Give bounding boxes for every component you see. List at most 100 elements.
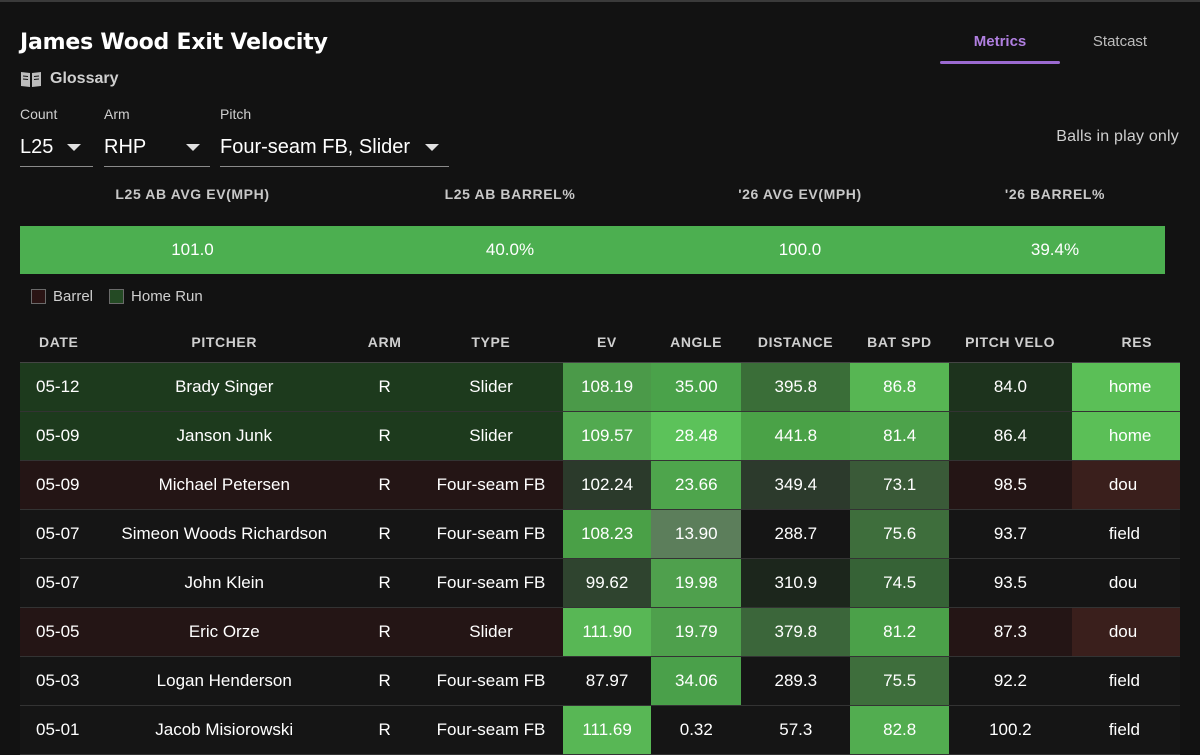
cell-ev: 111.69 (562, 706, 652, 754)
table-row[interactable]: 05-05 Eric Orze R Slider 111.90 19.79 379.8 81.… (20, 608, 1180, 657)
cell-ev: 108.19 (562, 363, 652, 411)
legend-swatch (31, 289, 46, 304)
table-row[interactable]: 05-07 Simeon Woods Richardson R Four-seam F… (20, 510, 1180, 559)
legend: Barrel Home Run (31, 288, 203, 305)
summary-value: 39.4% (1030, 240, 1080, 259)
column-header-ev[interactable]: EV (596, 334, 617, 350)
table-row[interactable]: 05-12 Brady Singer R Slider 108.19 35.00 395.8… (20, 363, 1180, 412)
table-row[interactable]: 05-03 Logan Henderson R Four-seam FB 87.97 34… (20, 657, 1180, 706)
count-value: L25 (20, 135, 54, 158)
column-header-bat-spd[interactable]: BAT SPD (867, 334, 932, 350)
cell-angle: 0.32 (651, 706, 742, 754)
cell-distance: 349.4 (741, 461, 851, 509)
cell-result: dou (1071, 608, 1180, 656)
column-header-result[interactable]: RES (1121, 334, 1153, 350)
book-icon (20, 70, 42, 88)
page-title: James Wood Exit Velocity (20, 30, 328, 55)
cell-result: dou (1071, 559, 1180, 607)
cell-bat-spd: 75.5 (850, 657, 949, 705)
cell-pitcher: Janson Junk (176, 426, 272, 445)
cell-type: Four-seam FB (436, 671, 546, 690)
count-filter: Count L25 (20, 106, 93, 167)
legend-label: Barrel (53, 288, 94, 305)
table-row[interactable]: 05-07 John Klein R Four-seam FB 99.62 19.98 31… (20, 559, 1180, 608)
cell-angle: 19.98 (651, 559, 742, 607)
cell-result: field (1071, 657, 1180, 705)
arm-filter-label: Arm (104, 106, 130, 122)
cell-arm: R (378, 475, 391, 494)
glossary-label: Glossary (50, 70, 119, 87)
cell-angle: 34.06 (651, 657, 742, 705)
cell-distance: 288.7 (741, 510, 851, 558)
pitch-filter-label: Pitch (220, 106, 252, 122)
cell-angle: 23.66 (651, 461, 742, 509)
pitch-value: Four-seam FB, Slider (220, 135, 411, 158)
summary-value: 100.0 (778, 240, 822, 259)
table-header: DATE PITCHER ARM TYPE EV ANGLE DISTANCE … (20, 322, 1180, 363)
cell-pitch-velo: 84.0 (948, 363, 1072, 411)
cell-pitch-velo: 86.4 (948, 412, 1072, 460)
table-row[interactable]: 05-09 Janson Junk R Slider 109.57 28.48 441.8 8… (20, 412, 1180, 461)
cell-arm: R (378, 671, 391, 690)
cell-ev: 109.57 (562, 412, 652, 460)
cell-bat-spd: 82.8 (850, 706, 949, 754)
cell-distance: 441.8 (741, 412, 851, 460)
cell-type: Slider (469, 377, 513, 396)
tab-statcast[interactable]: Statcast (1092, 33, 1148, 50)
cell-arm: R (378, 377, 391, 396)
cell-pitcher: John Klein (184, 573, 264, 592)
cell-ev: 87.97 (562, 657, 652, 705)
cell-result: field (1071, 706, 1180, 754)
glossary-link[interactable]: Glossary (20, 70, 118, 88)
cell-arm: R (378, 573, 391, 592)
summary-header: L25 AB AVG EV(MPH) (115, 186, 270, 202)
count-select[interactable]: L25 (20, 128, 93, 167)
column-header-date[interactable]: DATE (39, 334, 79, 350)
caret-down-icon (186, 143, 200, 151)
cell-distance: 289.3 (741, 657, 851, 705)
column-header-type[interactable]: TYPE (471, 334, 511, 350)
cell-pitch-velo: 98.5 (948, 461, 1072, 509)
summary-values-bar: 101.0 40.0% 100.0 39.4% (20, 226, 1165, 274)
table-body: 05-12 Brady Singer R Slider 108.19 35.00 395.8… (20, 363, 1180, 755)
cell-bat-spd: 81.2 (850, 608, 949, 656)
cell-ev: 102.24 (562, 461, 652, 509)
table-row[interactable]: 05-09 Michael Petersen R Four-seam FB 102.24… (20, 461, 1180, 510)
column-header-arm[interactable]: ARM (367, 334, 402, 350)
cell-ev: 108.23 (562, 510, 652, 558)
cell-pitcher: Jacob Misiorowski (155, 720, 294, 739)
cell-angle: 35.00 (651, 363, 742, 411)
cell-type: Slider (469, 426, 513, 445)
cell-date: 05-05 (36, 622, 80, 641)
cell-arm: R (378, 720, 391, 739)
summary-value: 101.0 (171, 240, 214, 259)
cell-distance: 395.8 (741, 363, 851, 411)
legend-item-barrel: Barrel (31, 288, 93, 305)
column-header-pitcher[interactable]: PITCHER (191, 334, 258, 350)
cell-bat-spd: 73.1 (850, 461, 949, 509)
cell-type: Four-seam FB (436, 475, 546, 494)
cell-bat-spd: 75.6 (850, 510, 949, 558)
column-header-angle[interactable]: ANGLE (670, 334, 723, 350)
cell-distance: 310.9 (741, 559, 851, 607)
top-divider (0, 0, 1200, 2)
pitch-select[interactable]: Four-seam FB, Slider (220, 128, 449, 167)
cell-result: home (1071, 363, 1180, 411)
summary-header: '26 AVG EV(MPH) (738, 186, 862, 202)
cell-angle: 28.48 (651, 412, 742, 460)
tab-metrics[interactable]: Metrics (940, 30, 1060, 64)
cell-date: 05-07 (36, 524, 80, 543)
cell-pitcher: Logan Henderson (156, 671, 292, 690)
cell-date: 05-12 (36, 377, 80, 396)
cell-arm: R (378, 622, 391, 641)
cell-pitcher: Michael Petersen (158, 475, 290, 494)
balls-in-play-label: Balls in play only (1056, 128, 1179, 145)
table-row[interactable]: 05-01 Jacob Misiorowski R Four-seam FB 111.6… (20, 706, 1180, 755)
caret-down-icon (425, 143, 439, 151)
cell-pitcher: Simeon Woods Richardson (121, 524, 328, 543)
column-header-distance[interactable]: DISTANCE (757, 334, 834, 350)
column-header-pitch-velo[interactable]: PITCH VELO (965, 334, 1056, 350)
cell-arm: R (378, 426, 391, 445)
arm-select[interactable]: RHP (104, 128, 210, 167)
cell-pitcher: Brady Singer (175, 377, 274, 396)
